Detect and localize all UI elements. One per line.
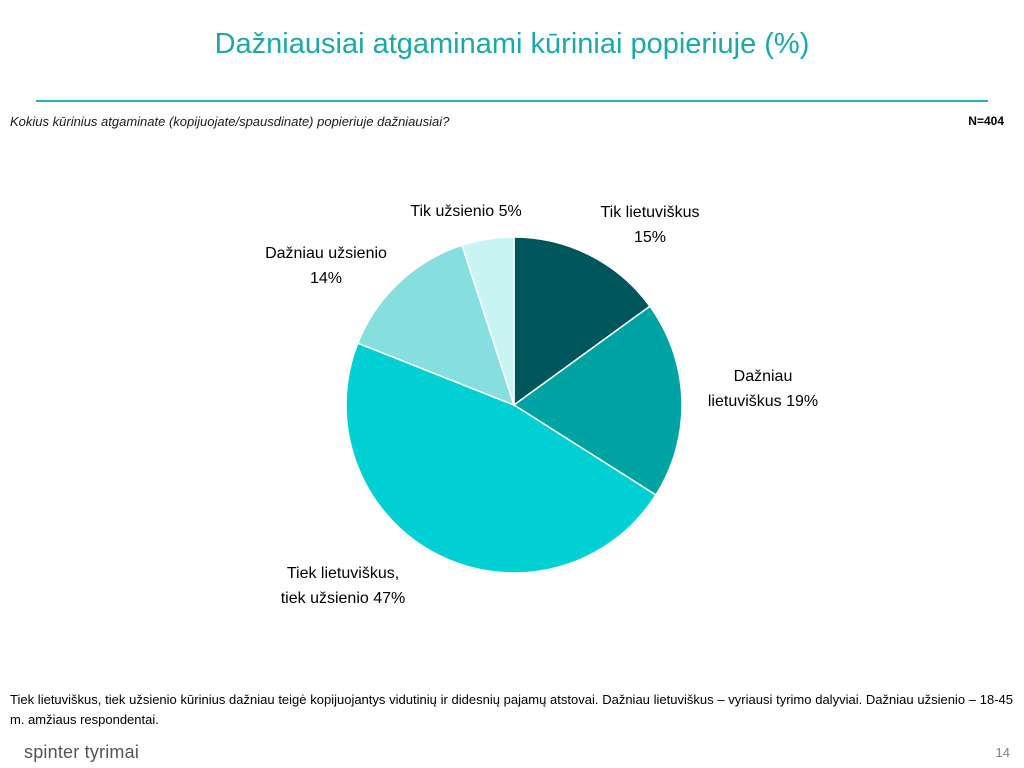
pie-slice-label-line: 15%	[634, 229, 666, 246]
pie-slice-label-line: Tiek lietuviškus,	[287, 565, 399, 582]
pie-slice-label-line: Dažniau užsienio	[265, 245, 387, 262]
pie-slice-label-line: 14%	[310, 270, 342, 287]
pie-slice-label-line: Tik lietuviškus	[601, 204, 700, 221]
sample-size: N=404	[968, 114, 1004, 128]
pie-slice-label-3: Tiek lietuviškus, tiek užsienio 47%	[281, 565, 406, 607]
pie-slice-label-1: Tik lietuviškus 15%	[601, 204, 700, 246]
pie-slice-1	[513, 236, 651, 407]
pie-slice-label-2: Dažniau lietuviškus 19%	[708, 368, 818, 410]
pie-slice-5	[461, 236, 515, 406]
pie-slice-label-line: tiek užsienio 47%	[281, 590, 406, 607]
pie-slices	[345, 236, 683, 574]
page-number: 14	[995, 745, 1010, 760]
survey-question: Kokius kūrinius atgaminate (kopijuojate/…	[10, 114, 450, 129]
pie-slice-label-4: Dažniau užsienio 14%	[265, 245, 387, 287]
pie-slice-label-line: Dažniau	[734, 368, 793, 385]
footnote: Tiek lietuviškus, tiek užsienio kūrinius…	[10, 692, 1013, 727]
pie-slice-label-5: Tik užsienio 5%	[410, 203, 521, 220]
title-divider	[36, 100, 988, 102]
pie-slice-3	[345, 342, 657, 574]
slide-title: Dažniausiai atgaminami kūriniai popieriu…	[214, 28, 810, 60]
spinter-logo: spinter tyrimai	[24, 742, 140, 762]
pie-labels: Tik lietuviškus 15% Dažniau lietuviškus 19%…	[265, 203, 818, 607]
pie-slice-2	[512, 305, 683, 497]
pie-slice-label-line: lietuviškus 19%	[708, 393, 818, 410]
pie-slice-label-line: Tik užsienio 5%	[410, 203, 521, 220]
